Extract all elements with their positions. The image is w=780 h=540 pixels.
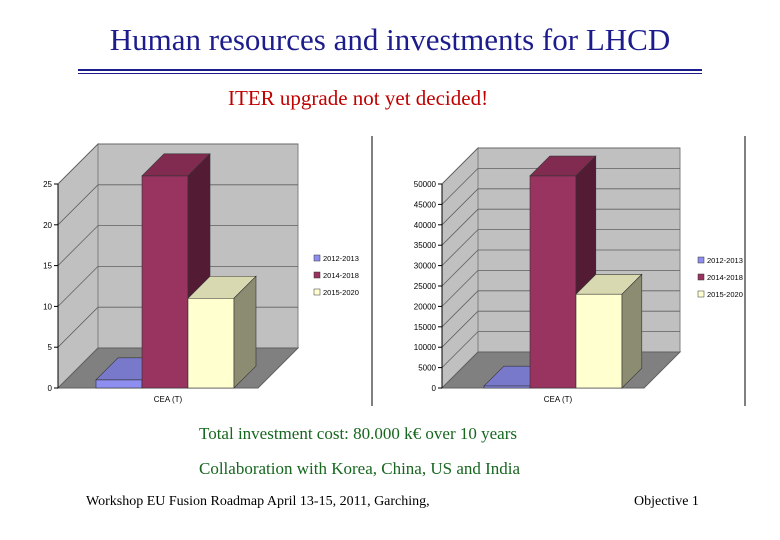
gridline-side	[441, 188, 479, 226]
gridline-side	[441, 331, 479, 368]
gridline-side	[57, 266, 99, 307]
y-tick-label: 45000	[414, 200, 437, 209]
y-tick-label: 15000	[414, 323, 437, 332]
gridline-side	[441, 208, 479, 246]
bar-front	[529, 175, 577, 389]
y-tick-label: 25	[43, 180, 52, 189]
y-tick-label: 20	[43, 221, 52, 230]
gridline-side	[57, 225, 99, 266]
legend-entry: 2014-2018	[323, 271, 359, 280]
bar-side	[233, 275, 257, 389]
bar-front	[141, 175, 189, 389]
x-category-label: CEA (T)	[154, 395, 183, 404]
gridline-side	[57, 143, 99, 185]
y-tick-label: 50000	[414, 180, 437, 189]
y-tick-label: 10000	[414, 343, 437, 352]
bar-side	[621, 273, 643, 389]
y-tick-label: 0	[48, 384, 53, 393]
gridline-side	[441, 310, 479, 348]
legend-entry: 2015-2020	[707, 290, 743, 299]
bar-front	[483, 385, 531, 389]
gridline-side	[441, 270, 479, 307]
y-tick-label: 0	[432, 384, 437, 393]
footer-objective: Objective 1	[634, 494, 699, 509]
chart-side-wall	[57, 142, 99, 390]
y-tick-label: 5000	[418, 364, 436, 373]
y-tick-label: 25000	[414, 282, 437, 291]
y-tick-label: 35000	[414, 241, 437, 250]
slide-title: Human resources and investments for LHCD	[109, 22, 671, 57]
legend-swatch	[313, 271, 321, 279]
bar-front	[575, 293, 623, 389]
legend-entry: 2014-2018	[707, 273, 743, 282]
legend-entry: 2012-2013	[707, 256, 743, 265]
legend-swatch	[697, 256, 705, 264]
title-divider-thin	[78, 73, 702, 74]
legend-swatch	[313, 254, 321, 262]
chart-svg: 0 5 10 15 20 25 CEA (T) 2012-2013 2014-2018 2015-…	[43, 136, 373, 406]
chart-svg: 0 5000 10000 15000 20000 25000 30000 35000 40000…	[414, 136, 746, 406]
y-tick-label: 30000	[414, 262, 437, 271]
y-tick-label: 20000	[414, 302, 437, 311]
title-divider	[78, 69, 702, 71]
collaboration-note: Collaboration with Korea, China, US and …	[199, 459, 521, 478]
gridline-side	[57, 306, 99, 348]
gridline-side	[441, 229, 479, 266]
legend-swatch	[697, 273, 705, 281]
y-tick-label: 40000	[414, 221, 437, 230]
y-tick-label: 5	[48, 343, 53, 352]
bar-front	[95, 379, 143, 389]
x-category-label: CEA (T)	[544, 395, 573, 404]
chart-human-resources: 0 5 10 15 20 25 CEA (T) 2012-2013 2014-2018 2015-…	[28, 132, 373, 413]
slide-subtitle: ITER upgrade not yet decided!	[228, 86, 489, 110]
legend-swatch	[313, 288, 321, 296]
legend-entry: 2012-2013	[323, 254, 359, 263]
chart-investments: 0 5000 10000 15000 20000 25000 30000 35000 40000…	[408, 132, 746, 413]
gridline-side	[441, 249, 479, 287]
gridline-side	[441, 168, 479, 205]
gridline-side	[441, 147, 479, 185]
y-tick-label: 15	[43, 262, 52, 271]
gridline-side	[57, 184, 99, 226]
bar-2015-2020	[575, 273, 643, 389]
footer-event: Workshop EU Fusion Roadmap April 13-15, …	[86, 494, 430, 509]
legend-swatch	[697, 290, 705, 298]
legend-entry: 2015-2020	[323, 288, 359, 297]
bar-front	[187, 297, 235, 389]
gridline-side	[441, 290, 479, 328]
y-tick-label: 10	[43, 302, 52, 311]
bar-2015-2020	[187, 275, 257, 389]
total-cost-note: Total investment cost: 80.000 k€ over 10…	[199, 424, 517, 443]
